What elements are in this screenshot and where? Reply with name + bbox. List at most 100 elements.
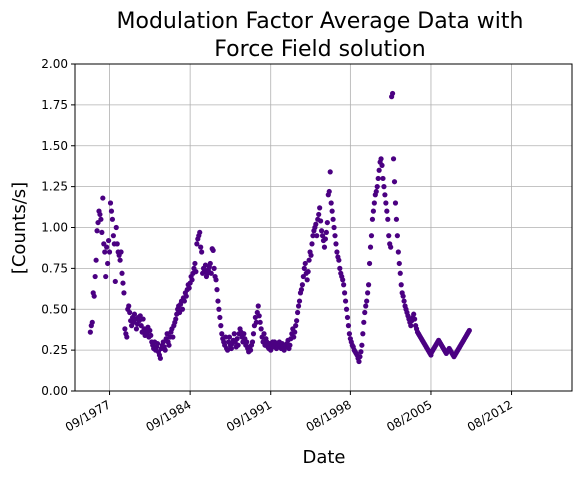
data-point: [360, 331, 366, 337]
data-point: [207, 260, 213, 267]
data-point: [412, 316, 418, 322]
data-point: [170, 334, 176, 340]
data-point: [231, 331, 237, 337]
data-point: [376, 167, 382, 173]
data-point: [234, 336, 240, 342]
data-point: [208, 270, 214, 276]
data-point: [380, 175, 386, 182]
data-point: [386, 233, 392, 239]
data-point: [214, 287, 220, 293]
data-point: [391, 179, 398, 185]
data-point: [365, 282, 372, 288]
data-point: [305, 269, 311, 275]
data-point: [107, 200, 114, 206]
data-point: [383, 200, 389, 206]
data-point: [357, 354, 363, 360]
y-tick-label: 1.00: [41, 221, 68, 235]
data-point: [317, 205, 323, 211]
data-point: [331, 224, 337, 231]
data-point: [87, 329, 93, 335]
data-point: [356, 358, 362, 365]
data-point: [192, 260, 198, 267]
data-point: [112, 278, 118, 285]
data-point: [398, 282, 404, 288]
data-point: [113, 224, 119, 231]
data-point: [330, 216, 336, 222]
data-point: [94, 228, 100, 234]
data-point: [166, 342, 172, 348]
data-point: [228, 345, 234, 352]
data-point: [393, 216, 400, 222]
data-point: [466, 327, 472, 334]
data-point: [255, 303, 261, 309]
data-point: [395, 249, 401, 255]
data-point: [114, 241, 120, 247]
data-point: [401, 298, 407, 304]
data-point: [213, 277, 219, 283]
data-point: [369, 216, 376, 222]
data-point: [244, 339, 250, 345]
data-point: [291, 334, 297, 340]
data-point: [310, 233, 316, 239]
data-point: [133, 326, 140, 332]
data-point: [341, 282, 347, 288]
data-point: [388, 244, 394, 250]
data-point: [296, 298, 303, 304]
data-point: [181, 298, 187, 304]
data-point: [215, 298, 221, 304]
data-point: [179, 306, 186, 312]
y-tick-label: 1.50: [41, 139, 68, 153]
data-point: [358, 349, 364, 355]
data-point: [359, 342, 365, 348]
data-point: [131, 311, 138, 317]
data-point: [299, 282, 305, 288]
data-point: [366, 260, 373, 267]
y-tick-label: 1.25: [41, 180, 68, 194]
data-point: [314, 233, 320, 239]
data-point: [318, 218, 324, 224]
data-point: [295, 303, 302, 309]
data-point: [183, 293, 189, 299]
data-point: [306, 257, 312, 263]
data-point: [333, 241, 339, 247]
data-point: [392, 200, 399, 206]
data-point: [250, 331, 257, 337]
y-tick-label: 0.25: [41, 343, 68, 357]
data-point: [370, 208, 376, 214]
data-point: [363, 303, 369, 309]
data-point: [294, 309, 301, 316]
data-point: [104, 244, 110, 250]
data-point: [219, 331, 225, 337]
data-point: [247, 347, 254, 353]
data-point: [257, 319, 263, 325]
data-point: [109, 216, 116, 222]
data-point: [379, 162, 385, 168]
data-points: [87, 90, 472, 365]
data-point: [124, 334, 130, 340]
data-point: [211, 265, 217, 271]
data-point: [102, 249, 108, 255]
y-tick-label: 0.00: [41, 384, 68, 398]
data-point: [329, 208, 335, 214]
data-point: [378, 156, 384, 162]
data-point: [106, 249, 113, 255]
data-point: [371, 200, 377, 206]
data-point: [108, 208, 115, 214]
data-point: [99, 229, 105, 236]
data-point: [199, 249, 205, 255]
y-axis-label: [Counts/s]: [9, 182, 30, 274]
data-point: [375, 175, 381, 182]
data-point: [367, 244, 374, 250]
data-point: [308, 252, 314, 258]
data-point: [249, 339, 256, 345]
data-point: [327, 169, 333, 175]
data-point: [373, 188, 379, 195]
data-point: [298, 287, 305, 293]
data-point: [304, 277, 310, 283]
data-point: [368, 233, 375, 239]
data-point: [119, 270, 125, 276]
data-point: [186, 285, 192, 291]
data-point: [411, 311, 417, 317]
data-point: [334, 249, 340, 255]
